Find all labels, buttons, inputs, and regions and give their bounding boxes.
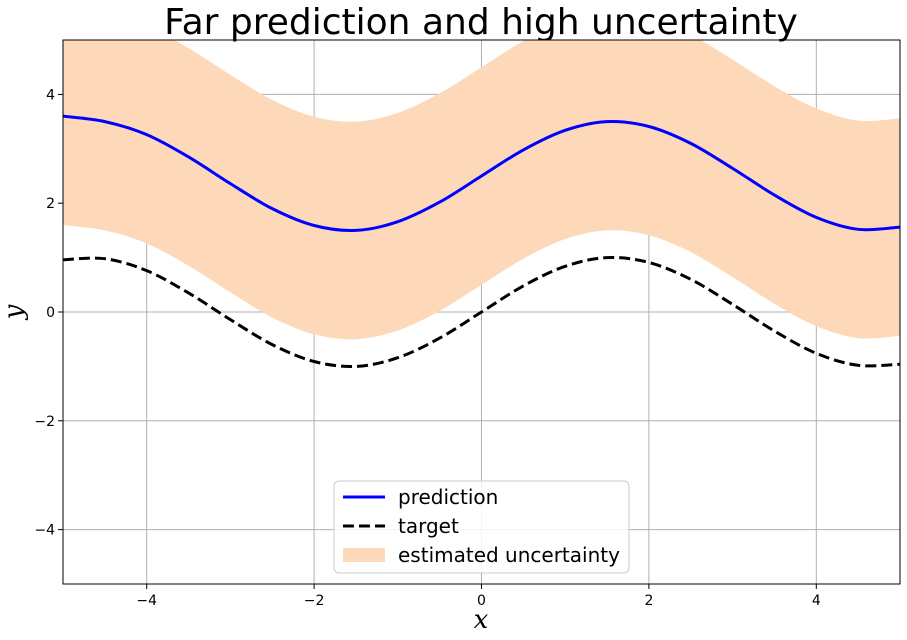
- legend-label-target: target: [398, 514, 459, 538]
- series-lines: [63, 114, 900, 369]
- uncertainty-band: [63, 40, 900, 340]
- legend-label-uncertainty: estimated uncertainty: [398, 543, 620, 567]
- y-tick-label: 4: [46, 87, 55, 103]
- x-tick-label: 2: [644, 593, 653, 609]
- x-tick-label: 4: [812, 593, 821, 609]
- x-tick-label: −2: [304, 593, 325, 609]
- series-line-target: [63, 255, 900, 369]
- legend-swatch-uncertainty: [343, 548, 385, 562]
- y-tick-label: −2: [34, 414, 55, 430]
- series-line-prediction: [63, 114, 900, 233]
- chart-title: Far prediction and high uncertainty: [164, 2, 798, 43]
- legend: prediction target estimated uncertainty: [333, 480, 630, 574]
- axis-ticks: −4 −2 0 2 4 −4 −2 0 2 4: [34, 87, 820, 609]
- legend-box: [333, 480, 630, 574]
- x-axis-label: x: [474, 605, 489, 635]
- x-tick-label: 0: [477, 593, 486, 609]
- y-tick-label: −4: [34, 523, 55, 539]
- y-tick-label: 2: [46, 196, 55, 212]
- x-tick-label: −4: [136, 593, 157, 609]
- plot-area: [63, 40, 900, 369]
- legend-label-prediction: prediction: [398, 485, 498, 509]
- y-tick-label: 0: [46, 305, 55, 321]
- y-axis-label: y: [0, 304, 29, 320]
